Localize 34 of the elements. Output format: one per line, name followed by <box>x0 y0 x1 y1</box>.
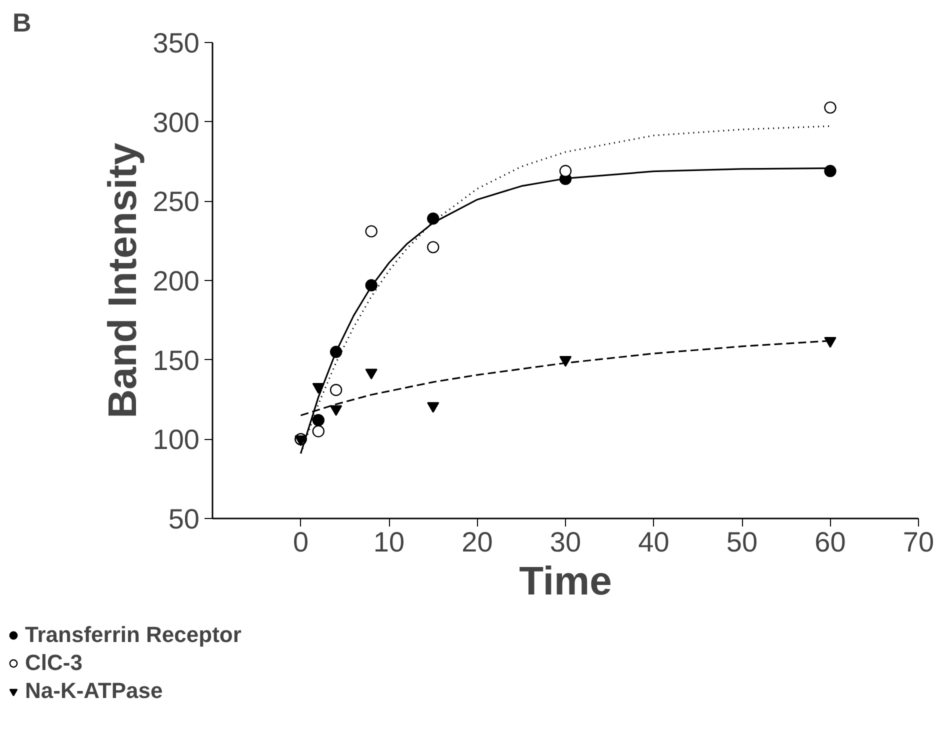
point <box>824 164 836 178</box>
x-tick-label: 70 <box>902 526 934 558</box>
y-tick-label: 50 <box>168 504 200 534</box>
point <box>559 356 572 367</box>
x-axis-title: Time <box>519 560 612 604</box>
legend-label: Transferrin Receptor <box>25 622 242 648</box>
point <box>312 425 324 438</box>
chart-title: B <box>12 8 32 38</box>
point <box>312 414 324 426</box>
y-tick-label: 250 <box>152 186 200 218</box>
y-tick-label: 200 <box>152 266 200 296</box>
x-tick-label: 60 <box>814 526 846 558</box>
x-tick-label: 20 <box>462 526 493 558</box>
point <box>427 402 440 413</box>
legend-label: Na-K-ATPase <box>25 678 163 704</box>
point <box>824 337 836 348</box>
y-axis-title: Band Intensity <box>100 142 145 418</box>
y-tick-label: 350 <box>152 28 200 58</box>
y-tick-label: 150 <box>152 344 200 376</box>
y-tick-label: 300 <box>152 106 200 138</box>
x-tick-label: 30 <box>550 526 582 558</box>
point <box>365 368 378 380</box>
point <box>330 384 342 396</box>
y-tick-label: 100 <box>152 424 200 456</box>
x-tick-label: 50 <box>726 526 758 558</box>
point <box>365 225 378 238</box>
point <box>559 164 572 178</box>
legend-label: ClC-3 <box>25 650 82 676</box>
point <box>824 101 836 114</box>
point <box>330 405 342 416</box>
x-tick-label: 40 <box>638 526 670 558</box>
x-tick-label: 10 <box>373 526 405 558</box>
x-tick-label: 0 <box>292 526 309 558</box>
point <box>427 241 440 254</box>
